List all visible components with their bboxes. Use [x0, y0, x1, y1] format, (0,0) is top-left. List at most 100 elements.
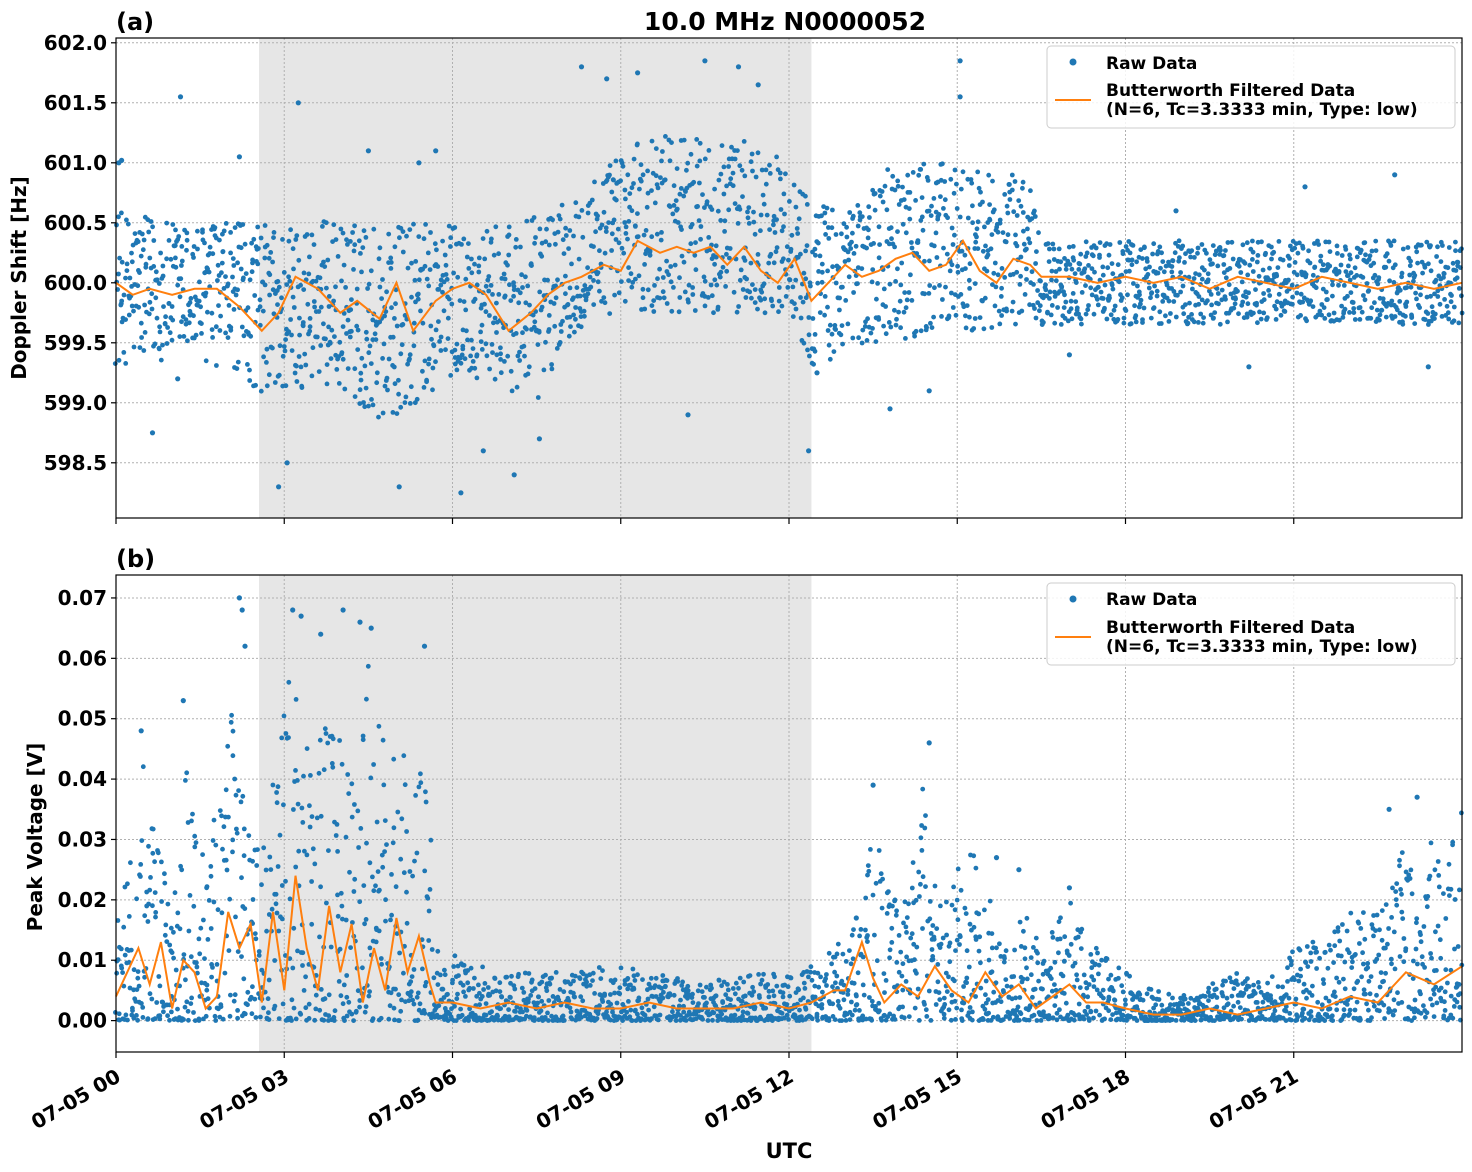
- raw-data-point: [188, 1001, 194, 1006]
- raw-data-point: [868, 847, 873, 852]
- raw-data-point: [357, 401, 363, 406]
- raw-data-outlier: [1392, 172, 1398, 178]
- raw-data-point: [392, 316, 397, 321]
- raw-data-point: [1020, 185, 1025, 191]
- raw-data-point: [1046, 259, 1052, 264]
- raw-data-point: [1342, 306, 1348, 312]
- raw-data-point: [137, 270, 142, 275]
- raw-data-point: [953, 948, 958, 953]
- raw-data-point: [829, 961, 834, 967]
- raw-data-point: [829, 225, 835, 231]
- raw-data-point: [388, 990, 394, 996]
- raw-data-point: [1033, 935, 1039, 941]
- raw-data-point: [245, 305, 251, 311]
- raw-data-point: [423, 799, 429, 805]
- raw-data-point: [489, 236, 494, 242]
- raw-data-point: [573, 316, 578, 322]
- raw-data-point: [506, 1007, 511, 1012]
- raw-data-point: [1077, 261, 1083, 267]
- raw-data-point: [752, 287, 758, 292]
- raw-data-point: [713, 993, 719, 999]
- raw-data-point: [1168, 311, 1173, 316]
- raw-data-point: [1085, 307, 1091, 313]
- raw-data-point: [511, 283, 517, 289]
- raw-data-point: [922, 258, 927, 264]
- raw-data-point: [152, 1016, 158, 1022]
- raw-data-point: [1175, 292, 1180, 298]
- raw-data-point: [855, 203, 861, 208]
- raw-data-point: [771, 222, 776, 228]
- raw-data-point: [1288, 243, 1293, 249]
- raw-data-point: [321, 767, 327, 773]
- raw-data-point: [298, 1011, 304, 1017]
- raw-data-point: [151, 238, 157, 243]
- raw-data-point: [761, 281, 767, 287]
- raw-data-point: [359, 269, 364, 275]
- raw-data-point: [851, 251, 857, 256]
- raw-data-point: [1306, 248, 1311, 254]
- raw-data-point: [934, 255, 940, 260]
- raw-data-point: [863, 927, 868, 933]
- raw-data-point: [293, 1016, 299, 1022]
- raw-data-point: [767, 227, 772, 233]
- raw-data-point: [602, 300, 608, 306]
- raw-data-point: [962, 905, 968, 911]
- raw-data-point: [373, 939, 379, 945]
- raw-data-point: [878, 871, 884, 877]
- raw-data-point: [247, 367, 252, 373]
- raw-data-point: [307, 316, 313, 321]
- raw-data-point: [487, 313, 492, 318]
- raw-data-point: [839, 231, 844, 237]
- raw-data-point: [508, 368, 514, 374]
- raw-data-point: [1195, 245, 1201, 251]
- raw-data-point: [613, 237, 619, 242]
- raw-data-point: [430, 365, 436, 371]
- raw-data-point: [313, 1006, 319, 1012]
- raw-data-point: [829, 331, 835, 337]
- raw-data-point: [443, 262, 449, 268]
- raw-data-outlier: [1246, 364, 1252, 370]
- raw-data-point: [955, 917, 961, 923]
- raw-data-point: [477, 1002, 482, 1008]
- raw-data-point: [865, 939, 870, 944]
- raw-data-point: [1245, 272, 1251, 278]
- raw-data-point: [1154, 293, 1160, 299]
- raw-data-point: [210, 838, 216, 843]
- raw-data-point: [303, 362, 309, 368]
- raw-data-point: [955, 866, 961, 872]
- raw-data-point: [895, 183, 901, 189]
- raw-data-point: [573, 305, 578, 310]
- raw-data-point: [1357, 305, 1363, 310]
- raw-data-point: [929, 325, 935, 330]
- raw-data-point: [344, 994, 350, 1000]
- raw-data-point: [580, 998, 586, 1004]
- raw-data-point: [625, 172, 631, 178]
- raw-data-point: [191, 1010, 196, 1015]
- raw-data-point: [928, 213, 934, 219]
- raw-data-point: [402, 313, 408, 318]
- raw-data-point: [485, 985, 491, 990]
- raw-data-point: [626, 999, 631, 1004]
- raw-data-point: [264, 346, 270, 352]
- raw-data-point: [963, 313, 968, 319]
- raw-data-point: [1357, 317, 1363, 322]
- raw-data-point: [639, 1005, 645, 1011]
- raw-data-point: [584, 979, 589, 985]
- raw-data-point: [830, 264, 835, 270]
- raw-data-point: [819, 261, 825, 267]
- raw-data-point: [1137, 992, 1143, 997]
- raw-data-point: [936, 212, 942, 217]
- raw-data-point: [1233, 296, 1238, 302]
- raw-data-point: [983, 992, 988, 998]
- raw-data-point: [205, 996, 211, 1002]
- raw-data-point: [822, 210, 828, 216]
- raw-data-point: [127, 985, 133, 991]
- raw-data-point: [1159, 1002, 1165, 1008]
- raw-data-point: [547, 981, 553, 987]
- raw-data-point: [1045, 310, 1050, 316]
- raw-data-point: [865, 863, 871, 868]
- raw-data-point: [964, 303, 970, 308]
- raw-data-point: [926, 291, 932, 296]
- raw-data-point: [1383, 314, 1389, 320]
- raw-data-point: [761, 201, 767, 207]
